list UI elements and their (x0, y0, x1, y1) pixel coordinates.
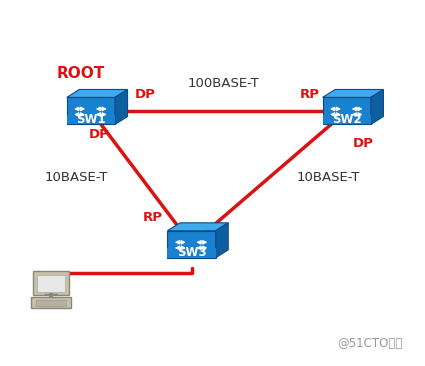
Polygon shape (323, 97, 371, 124)
Polygon shape (67, 115, 115, 124)
Text: 10BASE-T: 10BASE-T (296, 171, 360, 184)
Polygon shape (323, 115, 371, 124)
Text: DP: DP (353, 137, 374, 150)
FancyBboxPatch shape (31, 297, 71, 308)
Text: ROOT: ROOT (56, 66, 105, 81)
Polygon shape (215, 223, 228, 258)
FancyBboxPatch shape (36, 300, 66, 306)
Polygon shape (167, 223, 228, 231)
Text: SW2: SW2 (332, 113, 362, 126)
Text: DP: DP (89, 128, 110, 141)
Text: 100BASE-T: 100BASE-T (187, 77, 259, 90)
Polygon shape (371, 89, 383, 124)
Text: @51CTO博客: @51CTO博客 (337, 337, 402, 350)
Text: 10BASE-T: 10BASE-T (45, 171, 108, 184)
Text: SW1: SW1 (76, 113, 106, 126)
FancyBboxPatch shape (37, 275, 65, 292)
Polygon shape (167, 248, 215, 258)
FancyBboxPatch shape (33, 271, 69, 295)
Text: DP: DP (135, 88, 156, 101)
Polygon shape (115, 89, 128, 124)
Polygon shape (67, 97, 115, 124)
Text: RP: RP (143, 211, 163, 224)
Text: RP: RP (300, 88, 320, 101)
Polygon shape (167, 231, 215, 258)
Polygon shape (323, 89, 383, 97)
Polygon shape (67, 89, 127, 97)
Text: SW3: SW3 (177, 246, 207, 259)
